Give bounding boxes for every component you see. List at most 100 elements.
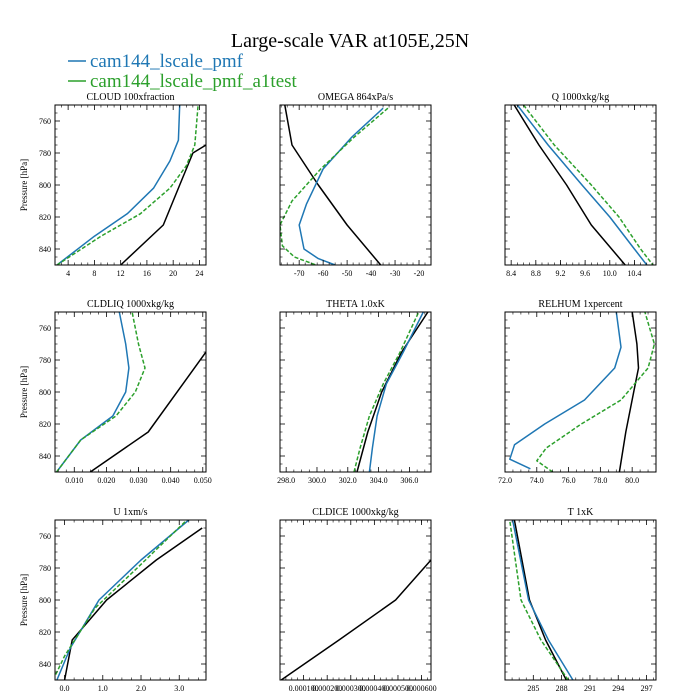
x-tick-label: 3.0 xyxy=(174,684,184,693)
series-line-2 xyxy=(56,312,130,472)
y-tick-label: 820 xyxy=(39,213,51,222)
x-tick-label: -70 xyxy=(294,269,305,278)
panel-title: Q 1000xkg/kg xyxy=(552,92,610,103)
legend-label-a1test: cam144_lscale_pmf_a1test xyxy=(90,71,298,92)
x-tick-label: -60 xyxy=(318,269,329,278)
panel-title: RELHUM 1xpercent xyxy=(538,299,622,310)
y-tick-label: 820 xyxy=(39,628,51,637)
x-tick-label: -50 xyxy=(342,269,353,278)
panel-4: CLDLIQ 1000xkg/kg 0.010 0.020 0.030 0.040 0.0… xyxy=(19,299,212,485)
series-line-1 xyxy=(356,312,429,472)
series-line-3 xyxy=(353,312,420,472)
x-tick-label: 302.0 xyxy=(339,476,357,485)
series-line-1 xyxy=(63,527,203,680)
series-line-3 xyxy=(508,520,569,680)
x-tick-label: 0.000600 xyxy=(407,684,437,693)
series-line-2 xyxy=(511,520,574,680)
y-tick-label: 840 xyxy=(39,660,51,669)
y-tick-label: 760 xyxy=(39,117,51,126)
x-tick-label: 288 xyxy=(556,684,568,693)
x-tick-label: 9.2 xyxy=(555,269,565,278)
series-line-3 xyxy=(280,107,389,265)
x-tick-label: 16 xyxy=(143,269,151,278)
x-tick-label: 8.8 xyxy=(531,269,541,278)
series-line-3 xyxy=(56,105,199,265)
x-tick-label: 10.4 xyxy=(627,269,641,278)
series-line-1 xyxy=(513,105,626,265)
series-line-1 xyxy=(280,559,431,680)
panel-title: T 1xK xyxy=(568,507,594,518)
y-tick-label: 820 xyxy=(39,420,51,429)
plot-frame xyxy=(54,311,207,473)
panel-1: CLOUD 100xfraction 4 8 12 16 20 24 760 780 800 820… xyxy=(19,92,207,278)
x-tick-label: 80.0 xyxy=(625,476,639,485)
panel-title: THETA 1.0xK xyxy=(326,299,385,310)
panel-title: CLDICE 1000xkg/kg xyxy=(312,507,398,518)
y-axis-label: Pressure [hPa] xyxy=(19,366,29,418)
x-tick-label: -40 xyxy=(366,269,377,278)
panels: CLOUD 100xfraction 4 8 12 16 20 24 760 780 800 820… xyxy=(19,92,657,693)
y-tick-label: 840 xyxy=(39,452,51,461)
legend: cam144_lscale_pmf cam144_lscale_pmf_a1te… xyxy=(68,51,298,92)
x-tick-label: 12 xyxy=(117,269,125,278)
x-tick-label: 291 xyxy=(584,684,596,693)
series-line-2 xyxy=(56,520,190,680)
x-tick-label: 74.0 xyxy=(530,476,544,485)
series-line-3 xyxy=(536,312,656,472)
plot-frame xyxy=(54,519,207,681)
plot-frame xyxy=(54,104,207,266)
x-tick-label: 0.000200 xyxy=(312,684,342,693)
series-line-1 xyxy=(513,520,567,680)
y-axis-label: Pressure [hPa] xyxy=(19,574,29,626)
y-tick-label: 780 xyxy=(39,356,51,365)
panel-title: CLDLIQ 1000xkg/kg xyxy=(87,299,174,310)
series-line-1 xyxy=(89,351,206,472)
x-tick-label: 2.0 xyxy=(136,684,146,693)
x-tick-label: 8.4 xyxy=(506,269,516,278)
x-tick-label: 0.000100 xyxy=(289,684,319,693)
series-line-2 xyxy=(298,107,384,265)
y-tick-label: 840 xyxy=(39,245,51,254)
panel-6: RELHUM 1xpercent 72.0 74.0 76.0 78.0 80.0 xyxy=(498,299,657,485)
x-tick-label: 0.030 xyxy=(130,476,148,485)
x-tick-label: 9.6 xyxy=(580,269,590,278)
x-tick-label: -30 xyxy=(390,269,401,278)
x-tick-label: 0.010 xyxy=(65,476,83,485)
plot-frame xyxy=(504,104,657,266)
legend-label-pmf: cam144_lscale_pmf xyxy=(90,51,244,72)
x-tick-label: 298.0 xyxy=(277,476,295,485)
panel-5: THETA 1.0xK 298.0 300.0 302.0 304.0 306.0 xyxy=(277,299,432,485)
panel-2: OMEGA 864xPa/s -70 -60 -50 -40 -30 -20 xyxy=(279,92,432,278)
panel-title: U 1xm/s xyxy=(113,507,147,518)
x-tick-label: 4 xyxy=(66,269,70,278)
x-tick-label: 8 xyxy=(92,269,96,278)
y-tick-label: 800 xyxy=(39,181,51,190)
x-tick-label: 10.0 xyxy=(603,269,617,278)
panel-7: U 1xm/s 0.0 1.0 2.0 3.0 760 780 800 820 840 Pressu… xyxy=(19,507,207,693)
series-line-3 xyxy=(522,105,654,265)
panel-8: CLDICE 1000xkg/kg 0.0001000.0002000.00030… xyxy=(279,507,437,693)
x-tick-label: 0.0 xyxy=(60,684,70,693)
series-line-1 xyxy=(284,105,382,265)
x-tick-label: 0.020 xyxy=(97,476,115,485)
x-tick-label: 0.050 xyxy=(194,476,212,485)
panel-title: CLOUD 100xfraction xyxy=(86,92,174,103)
y-tick-label: 780 xyxy=(39,564,51,573)
y-tick-label: 800 xyxy=(39,388,51,397)
x-tick-label: 78.0 xyxy=(593,476,607,485)
x-tick-label: 294 xyxy=(612,684,624,693)
x-tick-label: 0.000500 xyxy=(383,684,413,693)
series-line-2 xyxy=(368,312,424,472)
x-tick-label: 297 xyxy=(641,684,653,693)
x-tick-label: 306.0 xyxy=(400,476,418,485)
x-tick-label: 72.0 xyxy=(498,476,512,485)
x-tick-label: 0.000300 xyxy=(336,684,366,693)
series-line-1 xyxy=(120,144,206,265)
x-tick-label: 285 xyxy=(527,684,539,693)
x-tick-label: -20 xyxy=(414,269,425,278)
series-line-2 xyxy=(56,105,181,265)
series-line-2 xyxy=(516,105,648,265)
x-tick-label: 300.0 xyxy=(308,476,326,485)
y-axis-label: Pressure [hPa] xyxy=(19,159,29,211)
